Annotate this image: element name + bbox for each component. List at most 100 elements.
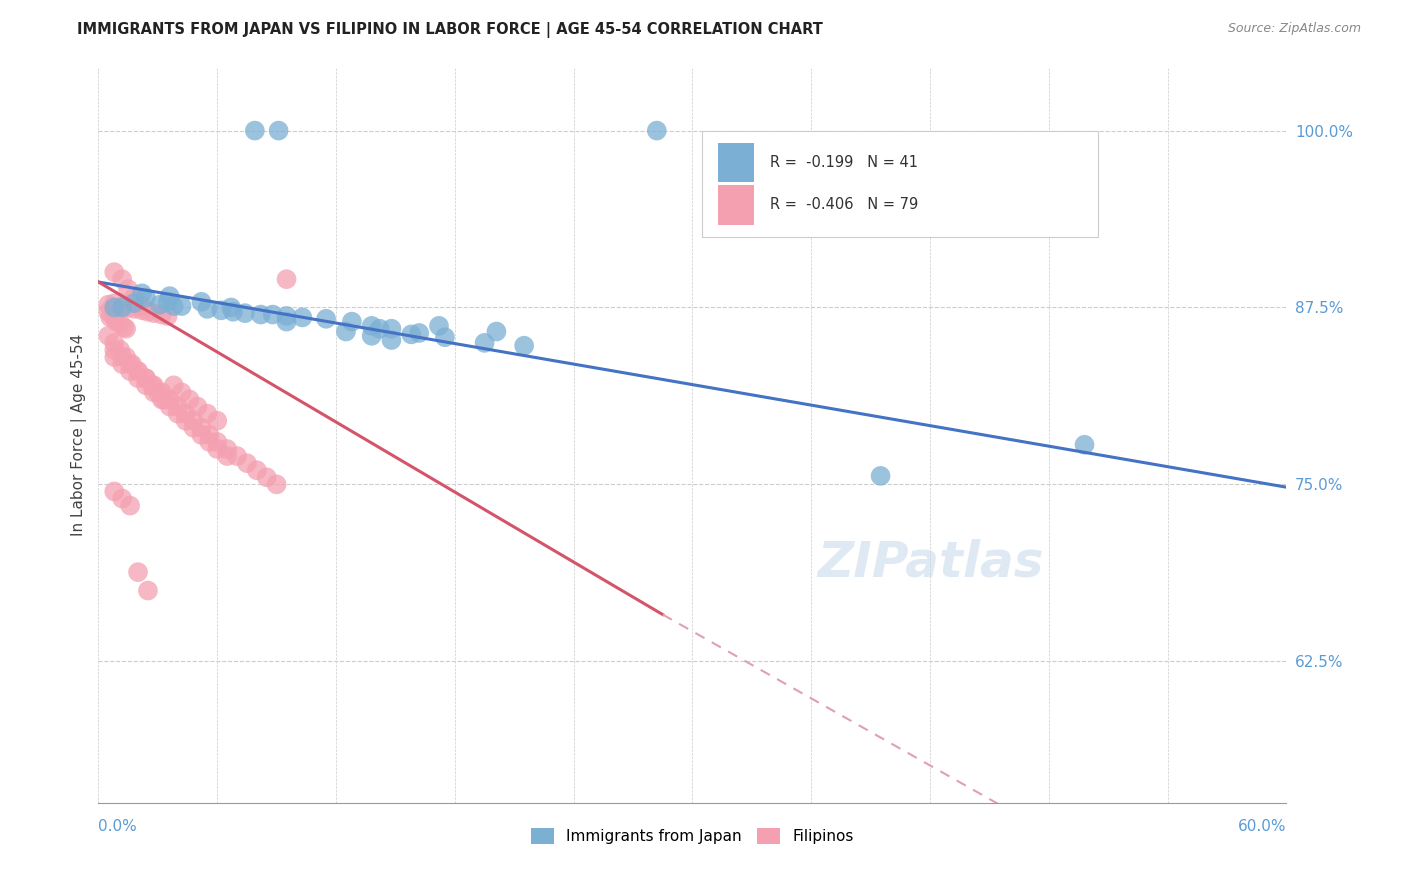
Point <box>159 400 181 414</box>
Point <box>111 350 134 364</box>
Point <box>360 318 382 333</box>
Point <box>159 289 181 303</box>
Point <box>433 330 456 344</box>
Text: ZIPatlas: ZIPatlas <box>817 538 1043 586</box>
Point <box>1073 438 1095 452</box>
Point <box>645 123 668 137</box>
Point <box>121 357 143 371</box>
Point <box>122 296 145 310</box>
Point <box>131 299 153 313</box>
Point <box>97 298 120 312</box>
Point <box>190 294 212 309</box>
Point <box>131 286 153 301</box>
Point <box>219 301 242 315</box>
Bar <box>703 131 1098 237</box>
Point <box>105 315 128 329</box>
Text: Source: ZipAtlas.com: Source: ZipAtlas.com <box>1227 22 1361 36</box>
Point <box>315 311 337 326</box>
Point <box>236 456 259 470</box>
Point <box>179 392 201 407</box>
Point <box>380 322 402 336</box>
Point <box>103 296 125 310</box>
Point <box>103 350 125 364</box>
Point <box>195 407 218 421</box>
Point <box>401 327 423 342</box>
Point <box>103 301 125 315</box>
Point <box>142 385 165 400</box>
Text: R =  -0.406   N = 79: R = -0.406 N = 79 <box>769 197 918 212</box>
Point <box>97 328 120 343</box>
Point <box>127 364 149 378</box>
Point <box>142 306 165 320</box>
Point <box>156 294 179 309</box>
Point <box>205 434 228 449</box>
Point <box>127 565 149 579</box>
Point <box>170 385 193 400</box>
Point <box>243 123 266 137</box>
Point <box>103 310 125 325</box>
Point <box>209 303 232 318</box>
Point <box>111 491 134 506</box>
Point <box>869 469 891 483</box>
Point <box>276 309 298 323</box>
Point <box>174 414 197 428</box>
Point <box>112 320 135 334</box>
Bar <box>718 143 754 182</box>
Point <box>108 316 131 330</box>
Point <box>340 315 363 329</box>
Point <box>103 484 125 499</box>
Bar <box>718 185 754 225</box>
Point <box>136 304 159 318</box>
Point <box>198 434 221 449</box>
Text: 60.0%: 60.0% <box>1239 819 1286 834</box>
Point <box>205 414 228 428</box>
Point <box>152 392 174 407</box>
Point <box>131 303 153 318</box>
Point <box>408 326 430 340</box>
Point <box>156 309 179 323</box>
Point <box>174 407 197 421</box>
Point <box>120 357 142 371</box>
Point <box>217 449 239 463</box>
Point <box>291 310 314 325</box>
Point <box>360 328 382 343</box>
Point <box>111 357 134 371</box>
Point <box>249 308 271 322</box>
Legend: Immigrants from Japan, Filipinos: Immigrants from Japan, Filipinos <box>524 822 860 850</box>
Point <box>97 304 120 318</box>
Text: IMMIGRANTS FROM JAPAN VS FILIPINO IN LABOR FORCE | AGE 45-54 CORRELATION CHART: IMMIGRANTS FROM JAPAN VS FILIPINO IN LAB… <box>77 22 823 38</box>
Point <box>136 583 159 598</box>
Point <box>127 371 149 385</box>
Point <box>135 371 157 385</box>
Point <box>222 304 245 318</box>
Point <box>135 371 157 385</box>
Point <box>122 291 145 305</box>
Point <box>198 427 221 442</box>
Point <box>150 308 173 322</box>
Point <box>427 318 450 333</box>
Point <box>98 310 121 325</box>
Point <box>276 315 298 329</box>
Point <box>141 378 163 392</box>
Point <box>368 322 391 336</box>
Point <box>111 299 134 313</box>
Point <box>266 477 288 491</box>
Point <box>149 298 172 312</box>
Point <box>380 333 402 347</box>
Point <box>142 378 165 392</box>
Point <box>513 339 536 353</box>
Point <box>122 301 145 316</box>
Point <box>120 364 142 378</box>
Point <box>233 306 256 320</box>
Point <box>166 407 188 421</box>
Text: 0.0%: 0.0% <box>98 819 138 834</box>
Point <box>183 421 205 435</box>
Point <box>103 335 125 350</box>
Point <box>111 301 134 315</box>
Point <box>163 299 186 313</box>
Point <box>150 392 173 407</box>
Point <box>103 343 125 357</box>
Point <box>276 272 298 286</box>
Point <box>267 123 290 137</box>
Point <box>246 463 269 477</box>
